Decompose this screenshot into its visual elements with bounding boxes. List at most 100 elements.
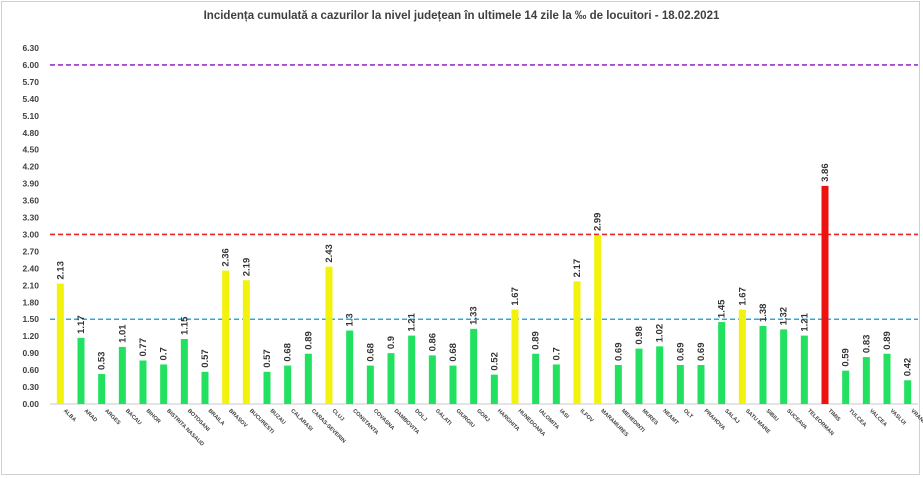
- data-label: 0.53: [97, 352, 108, 371]
- x-tick-label: GALATI: [434, 408, 453, 427]
- bar: [346, 330, 354, 404]
- y-tick-label: 2.10: [22, 280, 39, 290]
- data-label: 0.42: [903, 358, 914, 377]
- data-label: 1.45: [717, 299, 728, 318]
- bar: [325, 266, 333, 404]
- bar: [656, 346, 664, 404]
- bar: [118, 346, 126, 404]
- bar: [904, 380, 912, 404]
- bar: [304, 353, 312, 404]
- data-label: 0.52: [489, 352, 500, 371]
- data-label: 2.13: [55, 261, 66, 280]
- bar: [594, 235, 602, 404]
- data-label: 2.17: [572, 259, 583, 278]
- x-tick-label: SIBIU: [765, 408, 780, 423]
- data-label: 0.89: [303, 331, 314, 350]
- data-label: 1.21: [799, 312, 810, 331]
- x-tick-label: VALCEA: [868, 408, 888, 428]
- x-tick-label: NEAMT: [661, 408, 680, 427]
- data-label: 0.77: [138, 338, 149, 357]
- x-tick-label: VRANCEA: [909, 408, 923, 431]
- data-label: 1.21: [407, 312, 418, 331]
- y-tick-label: 2.40: [22, 263, 39, 273]
- x-tick-label: TULCEA: [847, 408, 867, 428]
- y-tick-label: 0.00: [22, 399, 39, 409]
- data-label: 1.38: [758, 304, 769, 323]
- x-tick-label: ALBA: [62, 408, 77, 423]
- data-label: 0.57: [262, 349, 273, 368]
- x-tick-label: OLT: [682, 408, 694, 420]
- data-label: 0.9: [386, 336, 397, 349]
- y-tick-label: 3.00: [22, 229, 39, 239]
- bar: [242, 280, 250, 404]
- y-tick-label: 4.50: [22, 145, 39, 155]
- x-tick-label: ARGES: [103, 408, 121, 426]
- x-tick-label: CLUJ: [331, 408, 345, 422]
- data-label: 0.86: [427, 333, 438, 352]
- y-tick-label: 1.50: [22, 314, 39, 324]
- data-label: 0.68: [448, 343, 459, 362]
- y-tick-label: 2.70: [22, 246, 39, 256]
- bar: [800, 335, 808, 404]
- y-tick-label: 0.30: [22, 382, 39, 392]
- bar: [738, 309, 746, 404]
- data-label: 0.69: [696, 343, 707, 362]
- bar: [862, 357, 870, 404]
- bar: [614, 365, 622, 404]
- bar: [160, 364, 168, 404]
- data-label: 0.68: [365, 343, 376, 362]
- x-tick-label: GIURGIU: [455, 408, 476, 429]
- data-label: 1.15: [179, 316, 190, 335]
- bar: [573, 281, 581, 404]
- y-tick-label: 3.30: [22, 213, 39, 223]
- data-label: 1.17: [76, 315, 87, 334]
- bar: [98, 374, 106, 404]
- data-label: 3.86: [820, 163, 831, 182]
- bar: [139, 360, 147, 404]
- bar: [201, 371, 209, 404]
- x-tick-label: ILFOV: [579, 408, 595, 424]
- bar: [449, 365, 457, 404]
- y-tick-label: 5.40: [22, 94, 39, 104]
- y-tick-label: 6.30: [22, 43, 39, 53]
- data-label: 1.02: [655, 324, 666, 343]
- x-tick-label: VASLUI: [889, 408, 908, 427]
- x-tick-label: SUCEAVA: [785, 408, 808, 431]
- bar: [821, 185, 829, 404]
- y-tick-label: 5.70: [22, 77, 39, 87]
- bar: [387, 353, 395, 404]
- bar: [222, 270, 230, 404]
- y-tick-label: 0.60: [22, 365, 39, 375]
- data-label: 0.69: [613, 343, 624, 362]
- bar: [263, 371, 271, 404]
- x-tick-label: BACAU: [124, 408, 142, 426]
- data-label: 0.7: [551, 347, 562, 360]
- x-tick-label: BIHOR: [145, 408, 162, 425]
- data-label: 0.89: [882, 331, 893, 350]
- bar: [883, 353, 891, 404]
- y-tick-label: 3.90: [22, 179, 39, 189]
- bar: [77, 337, 85, 404]
- y-tick-label: 4.20: [22, 162, 39, 172]
- data-label: 0.89: [531, 331, 542, 350]
- x-tick-label: GORJ: [475, 408, 490, 423]
- bar: [408, 335, 416, 404]
- data-label: 2.36: [221, 248, 232, 267]
- bar: [552, 364, 560, 404]
- data-label: 2.19: [241, 258, 252, 277]
- bar: [470, 328, 478, 404]
- data-label: 0.68: [283, 343, 294, 362]
- bar: [56, 283, 64, 404]
- bar: [780, 329, 788, 404]
- data-label: 0.59: [841, 348, 852, 367]
- x-tick-label: BISTRITA NASAUD: [165, 408, 204, 447]
- bar: [532, 353, 540, 404]
- y-tick-label: 0.90: [22, 348, 39, 358]
- data-label: 0.7: [159, 347, 170, 360]
- y-tick-label: 5.10: [22, 111, 39, 121]
- x-tick-label: PRAHOVA: [703, 408, 726, 431]
- bar: [842, 370, 850, 404]
- x-tick-label: TIMIS: [827, 408, 842, 423]
- bar: [180, 339, 188, 404]
